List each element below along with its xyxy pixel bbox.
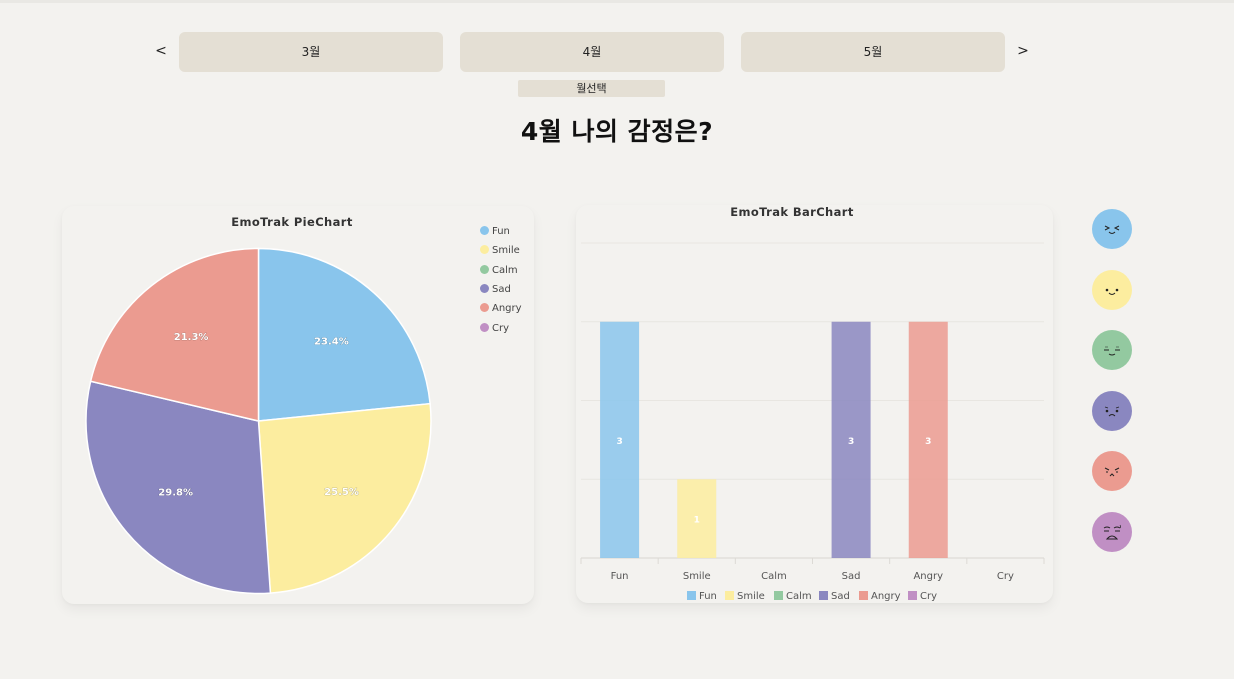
month-select-button[interactable]: 월선택 bbox=[518, 80, 665, 97]
bar-category-label-sad: Sad bbox=[842, 571, 861, 582]
pie-value-label-sad: 29.8% bbox=[158, 487, 193, 498]
page-title: 4월 나의 감정은? bbox=[520, 117, 714, 146]
bar-value-label-smile: 1 bbox=[694, 516, 700, 526]
legend-dot-cry bbox=[480, 322, 489, 332]
bar-chart: 3 Fun 1 Smile Calm 3 Sad 3 Angry Cry Fun Smile Calm S… bbox=[580, 242, 1045, 602]
bar-sad[interactable] bbox=[831, 321, 871, 558]
legend-label-fun[interactable]: Fun bbox=[492, 226, 510, 237]
bar-value-label-angry: 3 bbox=[925, 437, 931, 447]
top-divider bbox=[0, 0, 1234, 3]
bar-legend-label-cry[interactable]: Cry bbox=[920, 591, 937, 602]
pie-slice-sad[interactable] bbox=[85, 380, 272, 595]
pie-slice-smile[interactable] bbox=[257, 402, 432, 594]
bar-angry[interactable] bbox=[908, 321, 948, 558]
bar-legend-swatch-sad bbox=[819, 591, 828, 600]
calm-face-icon[interactable] bbox=[1092, 330, 1132, 371]
fun-face-icon[interactable] bbox=[1092, 209, 1132, 249]
bar-chart-card bbox=[576, 205, 1053, 603]
pie-value-label-fun: 23.4% bbox=[314, 336, 349, 347]
month-button-may[interactable]: 5월 bbox=[741, 32, 1005, 72]
pie-chart-title: EmoTrak PieChart bbox=[231, 215, 353, 229]
legend-label-angry[interactable]: Angry bbox=[492, 303, 522, 315]
bar-smile[interactable] bbox=[677, 479, 717, 558]
bar-value-label-sad: 3 bbox=[848, 437, 854, 447]
bar-chart-title: EmoTrak BarChart bbox=[730, 205, 854, 219]
bar-legend-swatch-cry bbox=[908, 591, 917, 600]
pie-slice-fun[interactable] bbox=[257, 247, 431, 422]
legend-dot-calm bbox=[480, 264, 489, 274]
pie-value-label-smile: 25.5% bbox=[324, 487, 359, 498]
legend-dot-angry bbox=[480, 303, 489, 313]
cry-face-icon[interactable] bbox=[1092, 512, 1132, 552]
bar-legend-label-sad[interactable]: Sad bbox=[831, 591, 850, 602]
bar-category-label-fun: Fun bbox=[611, 571, 629, 582]
bar-legend-label-calm[interactable]: Calm bbox=[786, 591, 812, 602]
bar-category-label-cry: Cry bbox=[997, 571, 1014, 582]
angry-face-icon[interactable] bbox=[1092, 451, 1132, 492]
legend-dot-smile bbox=[480, 245, 489, 255]
legend-label-cry[interactable]: Cry bbox=[492, 322, 510, 334]
legend-dot-sad bbox=[480, 283, 489, 293]
pie-slice-angry[interactable] bbox=[89, 247, 260, 422]
pie-chart: 23.4% 25.5% 29.8% 21.3% bbox=[85, 247, 432, 595]
bar-category-label-angry: Angry bbox=[913, 571, 943, 582]
month-button-march[interactable]: 3월 bbox=[179, 32, 443, 72]
bar-legend-label-smile[interactable]: Smile bbox=[737, 591, 765, 602]
legend-dot-fun bbox=[480, 226, 489, 235]
bar-value-label-fun: 3 bbox=[616, 437, 622, 447]
legend-label-smile[interactable]: Smile bbox=[492, 245, 520, 257]
bar-fun[interactable] bbox=[600, 321, 640, 558]
bar-legend-swatch-angry bbox=[859, 591, 868, 600]
bar-legend-label-angry[interactable]: Angry bbox=[871, 591, 901, 602]
bar-category-label-calm: Calm bbox=[761, 571, 787, 582]
bar-category-label-smile: Smile bbox=[683, 571, 711, 582]
bar-legend-label-fun[interactable]: Fun bbox=[699, 591, 717, 602]
pie-value-label-angry: 21.3% bbox=[174, 332, 209, 343]
bar-legend-swatch-calm bbox=[774, 591, 783, 600]
month-button-april[interactable]: 4월 bbox=[460, 32, 724, 72]
sad-face-icon[interactable] bbox=[1092, 390, 1132, 431]
legend-label-calm[interactable]: Calm bbox=[492, 264, 518, 276]
bar-legend-swatch-fun bbox=[687, 591, 696, 600]
legend-label-sad[interactable]: Sad bbox=[492, 283, 511, 295]
next-month-button[interactable]: > bbox=[1017, 43, 1029, 59]
smile-face-icon[interactable] bbox=[1092, 269, 1132, 310]
bar-legend-swatch-smile bbox=[725, 591, 734, 600]
prev-month-button[interactable]: < bbox=[155, 43, 167, 59]
